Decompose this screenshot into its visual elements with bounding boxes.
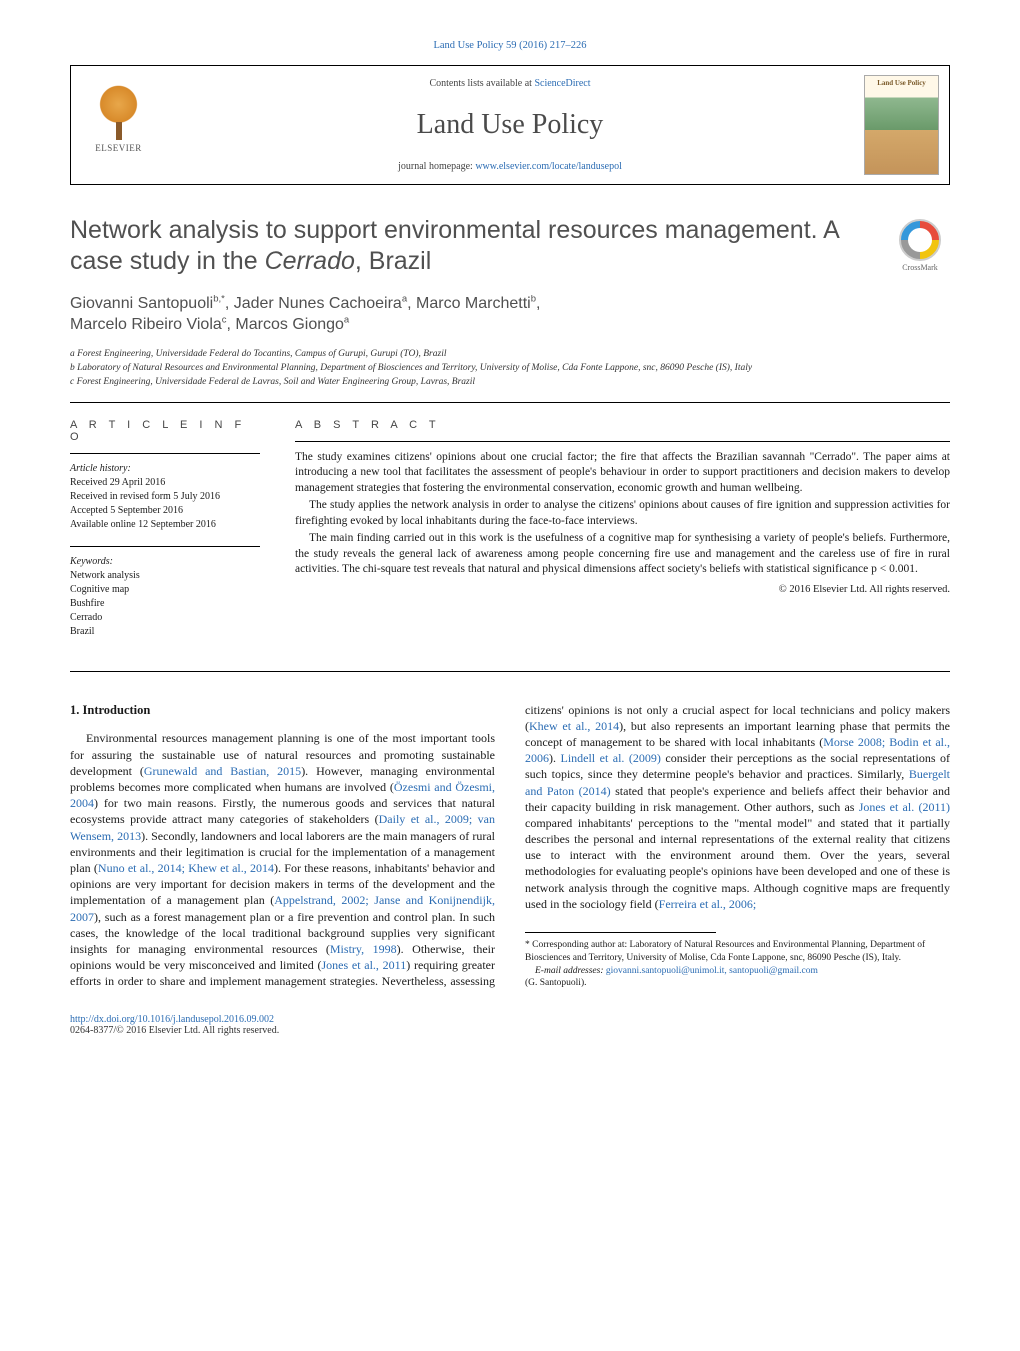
journal-name: Land Use Policy [176,109,844,141]
abstract-text: The study examines citizens' opinions ab… [295,450,950,578]
contents-prefix: Contents lists available at [429,78,534,89]
doi-link[interactable]: http://dx.doi.org/10.1016/j.landusepol.2… [70,1014,950,1025]
affiliation-b: b Laboratory of Natural Resources and En… [70,362,950,375]
abstract-copyright: © 2016 Elsevier Ltd. All rights reserved… [295,584,950,595]
article-info-column: A R T I C L E I N F O Article history: R… [70,419,260,653]
journal-cover-cell: Land Use Policy [854,66,949,184]
authors-list: Giovanni Santopuolib,*, Jader Nunes Cach… [70,293,950,336]
homepage-url-link[interactable]: www.elsevier.com/locate/landusepol [475,161,622,172]
footnote-separator [525,932,716,933]
email-owner: (G. Santopuoli). [525,977,950,990]
title-italic: Cerrado [265,247,355,275]
elsevier-tree-icon [91,85,146,140]
history-accepted: Accepted 5 September 2016 [70,504,260,518]
keyword-4: Cerrado [70,611,260,625]
affiliations: a Forest Engineering, Universidade Feder… [70,348,950,390]
divider-bottom [70,671,950,672]
contents-line: Contents lists available at ScienceDirec… [176,78,844,89]
affiliation-a: a Forest Engineering, Universidade Feder… [70,348,950,361]
history-received: Received 29 April 2016 [70,476,260,490]
history-revised: Received in revised form 5 July 2016 [70,490,260,504]
keyword-1: Network analysis [70,569,260,583]
publisher-name: ELSEVIER [95,143,142,153]
cover-title: Land Use Policy [865,79,938,87]
body-text: 1. Introduction Environmental resources … [70,702,950,991]
article-info-heading: A R T I C L E I N F O [70,419,260,443]
history-online: Available online 12 September 2016 [70,518,260,532]
corresponding-author-note: * Corresponding author at: Laboratory of… [525,939,950,965]
abstract-heading: A B S T R A C T [295,419,950,431]
sciencedirect-link[interactable]: ScienceDirect [534,78,590,89]
elsevier-logo: ELSEVIER [84,85,154,165]
email-line: E-mail addresses: giovanni.santopuoli@un… [525,965,950,978]
keyword-3: Bushfire [70,597,260,611]
abstract-divider [295,441,950,442]
header-center: Contents lists available at ScienceDirec… [166,66,854,184]
keyword-2: Cognitive map [70,583,260,597]
affiliation-c: c Forest Engineering, Universidade Feder… [70,376,950,389]
abstract-para-2: The study applies the network analysis i… [295,498,950,529]
page-footer: http://dx.doi.org/10.1016/j.landusepol.2… [70,1014,950,1036]
info-divider-1 [70,453,260,454]
crossmark-icon [899,219,941,261]
email-addresses[interactable]: giovanni.santopuoli@unimol.it, santopuol… [606,966,818,976]
keywords-label: Keywords: [70,555,260,569]
keyword-5: Brazil [70,625,260,639]
title-part2: , Brazil [355,247,431,275]
publisher-logo-cell: ELSEVIER [71,66,166,184]
title-part1: Network analysis to support environmenta… [70,216,838,275]
email-label: E-mail addresses: [535,966,606,976]
homepage-prefix: journal homepage: [398,161,475,172]
history-label: Article history: [70,462,260,476]
journal-header: ELSEVIER Contents lists available at Sci… [70,65,950,185]
abstract-column: A B S T R A C T The study examines citiz… [295,419,950,653]
crossmark-label: CrossMark [902,263,938,272]
journal-cover-thumbnail: Land Use Policy [864,75,939,175]
crossmark-widget[interactable]: CrossMark [890,219,950,272]
abstract-para-1: The study examines citizens' opinions ab… [295,450,950,497]
homepage-line: journal homepage: www.elsevier.com/locat… [176,161,844,172]
article-history: Article history: Received 29 April 2016 … [70,462,260,532]
issn-copyright: 0264-8377/© 2016 Elsevier Ltd. All right… [70,1025,950,1036]
keywords-block: Keywords: Network analysis Cognitive map… [70,555,260,639]
article-title: Network analysis to support environmenta… [70,215,870,278]
footnotes: * Corresponding author at: Laboratory of… [525,939,950,990]
divider-top [70,402,950,403]
section-1-heading: 1. Introduction [70,702,495,719]
info-divider-2 [70,546,260,547]
abstract-para-3: The main finding carried out in this wor… [295,531,950,578]
top-citation: Land Use Policy 59 (2016) 217–226 [70,40,950,51]
